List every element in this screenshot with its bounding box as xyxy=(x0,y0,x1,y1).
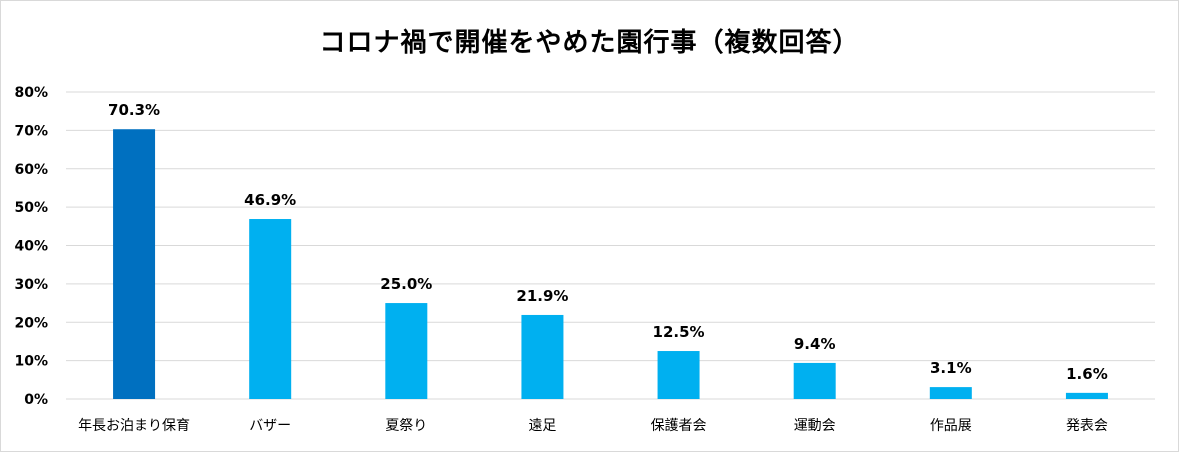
y-tick-label: 10% xyxy=(14,354,48,370)
y-tick-label: 70% xyxy=(14,123,48,139)
y-tick-label: 0% xyxy=(24,392,48,408)
data-label: 70.3% xyxy=(108,101,160,119)
y-tick-label: 50% xyxy=(14,200,48,216)
y-tick-label: 80% xyxy=(14,85,48,101)
data-label: 25.0% xyxy=(380,275,432,293)
bar xyxy=(385,303,428,399)
y-tick-label: 30% xyxy=(14,277,48,293)
x-category-label: 発表会 xyxy=(1066,418,1108,434)
bars xyxy=(113,129,1108,399)
data-label: 1.6% xyxy=(1066,365,1108,383)
bar xyxy=(249,219,292,399)
bar xyxy=(1065,392,1108,399)
x-category-label: 保護者会 xyxy=(651,418,707,434)
data-label: 21.9% xyxy=(516,287,568,305)
bar xyxy=(793,362,836,399)
data-label: 3.1% xyxy=(930,359,972,377)
data-labels: 70.3% 46.9% 25.0% 21.9% 12.5% 9.4% 3.1% 1.6% xyxy=(108,101,1108,383)
bar xyxy=(657,351,700,399)
x-category-label: 作品展 xyxy=(930,418,972,434)
bar xyxy=(113,129,156,399)
y-tick-label: 20% xyxy=(14,315,48,331)
gridlines xyxy=(66,91,1155,400)
data-label: 46.9% xyxy=(244,191,296,209)
y-tick-label: 60% xyxy=(14,162,48,178)
y-tick-label: 40% xyxy=(14,239,48,255)
x-axis-categories: 年長お泊まり保育 バザー 夏祭り 遠足 保護者会 運動会 作品展 発表会 xyxy=(78,418,1108,434)
x-category-label: 遠足 xyxy=(528,418,556,434)
x-category-label: 運動会 xyxy=(794,418,836,434)
x-category-label: バザー xyxy=(249,418,291,434)
bar xyxy=(521,314,564,399)
x-category-label: 年長お泊まり保育 xyxy=(78,418,190,434)
data-label: 9.4% xyxy=(794,335,836,353)
chart-title: コロナ禍で開催をやめた園行事（複数回答） xyxy=(319,28,860,58)
x-category-label: 夏祭り xyxy=(385,418,427,434)
y-axis-ticks: 0% 10% 20% 30% 40% 50% 60% 70% 80% xyxy=(14,85,48,408)
bar xyxy=(929,387,972,399)
data-label: 12.5% xyxy=(653,323,705,341)
